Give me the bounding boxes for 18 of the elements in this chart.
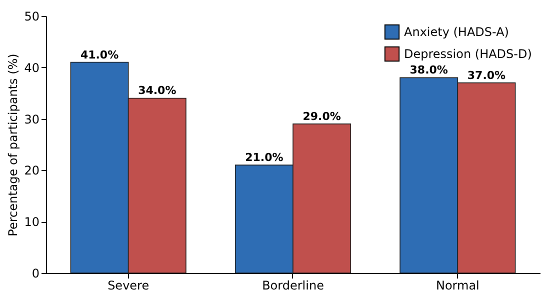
y-tick-label: 10 bbox=[24, 215, 40, 230]
y-tick-label: 40 bbox=[24, 60, 40, 75]
data-label: 21.0% bbox=[245, 151, 284, 164]
y-tick-label: 30 bbox=[24, 112, 40, 126]
x-tick-label: Normal bbox=[436, 278, 480, 292]
y-axis-title: Percentage of participants (%) bbox=[6, 54, 20, 236]
x-tick-label: Severe bbox=[108, 278, 150, 292]
data-label: 41.0% bbox=[80, 48, 119, 62]
legend-label: Depression (HADS-D) bbox=[404, 47, 532, 61]
legend-label: Anxiety (HADS-A) bbox=[404, 25, 509, 39]
data-label: 37.0% bbox=[467, 68, 506, 82]
y-tick-label: 0 bbox=[32, 266, 40, 280]
x-tick-label: Borderline bbox=[262, 278, 324, 292]
data-label: 29.0% bbox=[302, 110, 341, 123]
y-tick-label: 20 bbox=[24, 164, 40, 178]
y-tick-label: 50 bbox=[24, 10, 40, 24]
data-label: 38.0% bbox=[410, 64, 448, 77]
data-label: 34.0% bbox=[138, 84, 176, 98]
